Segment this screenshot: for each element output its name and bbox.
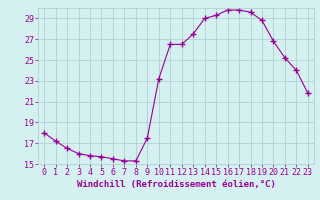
X-axis label: Windchill (Refroidissement éolien,°C): Windchill (Refroidissement éolien,°C) (76, 180, 276, 189)
